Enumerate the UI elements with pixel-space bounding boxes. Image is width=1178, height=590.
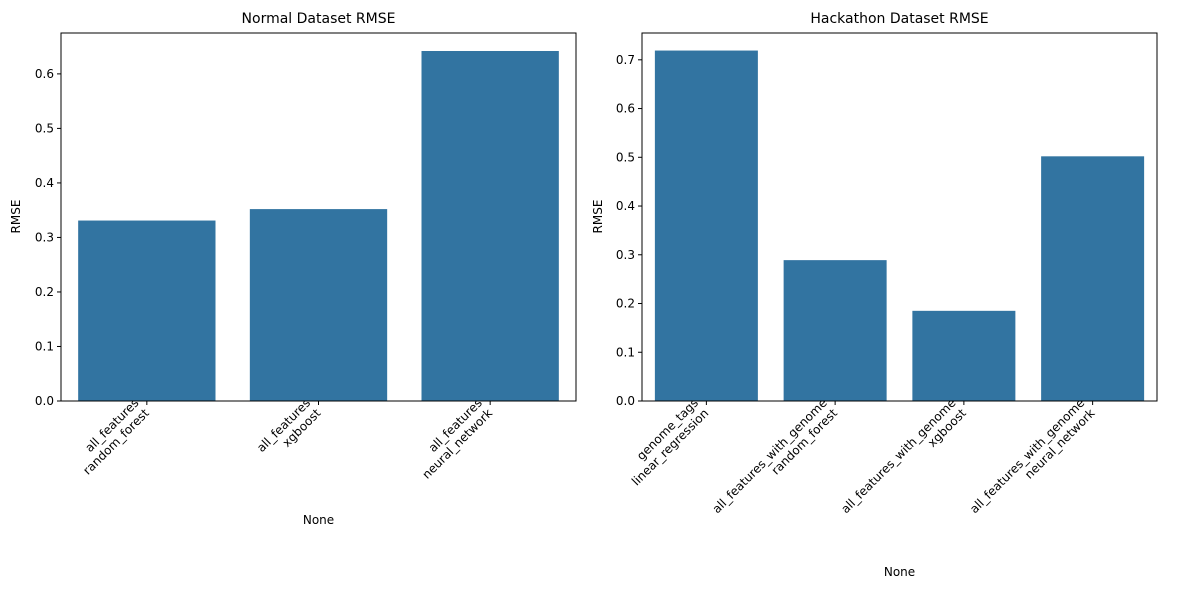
y-tick-label: 0.2 (616, 297, 635, 311)
x-axis-label: None (884, 565, 915, 579)
y-tick-label: 0.7 (616, 53, 635, 67)
y-tick-label: 0.2 (35, 285, 54, 299)
y-tick-label: 0.3 (616, 248, 635, 262)
bar (1041, 156, 1145, 401)
x-axis-label: None (303, 513, 334, 527)
y-tick-label: 0.1 (35, 339, 54, 353)
bar (421, 50, 559, 401)
y-tick-label: 0.3 (35, 230, 54, 244)
bar (78, 220, 216, 401)
y-tick-label: 0.4 (35, 176, 54, 190)
chart-title: Normal Dataset RMSE (242, 11, 396, 27)
bar (912, 310, 1016, 401)
y-tick-label: 0.0 (35, 394, 54, 408)
y-axis-label: RMSE (591, 200, 605, 234)
y-tick-label: 0.5 (35, 121, 54, 135)
chart-title: Hackathon Dataset RMSE (810, 11, 988, 27)
y-axis-label: RMSE (9, 200, 23, 234)
plot-frame (641, 32, 1158, 402)
bar (783, 260, 887, 401)
y-tick-label: 0.4 (616, 199, 635, 213)
bar (654, 50, 758, 401)
y-tick-label: 0.0 (616, 394, 635, 408)
y-tick-label: 0.1 (616, 345, 635, 359)
plot-frame (60, 32, 577, 402)
y-tick-label: 0.6 (35, 67, 54, 81)
y-tick-label: 0.5 (616, 150, 635, 164)
y-tick-label: 0.6 (616, 102, 635, 116)
bar (249, 209, 388, 401)
